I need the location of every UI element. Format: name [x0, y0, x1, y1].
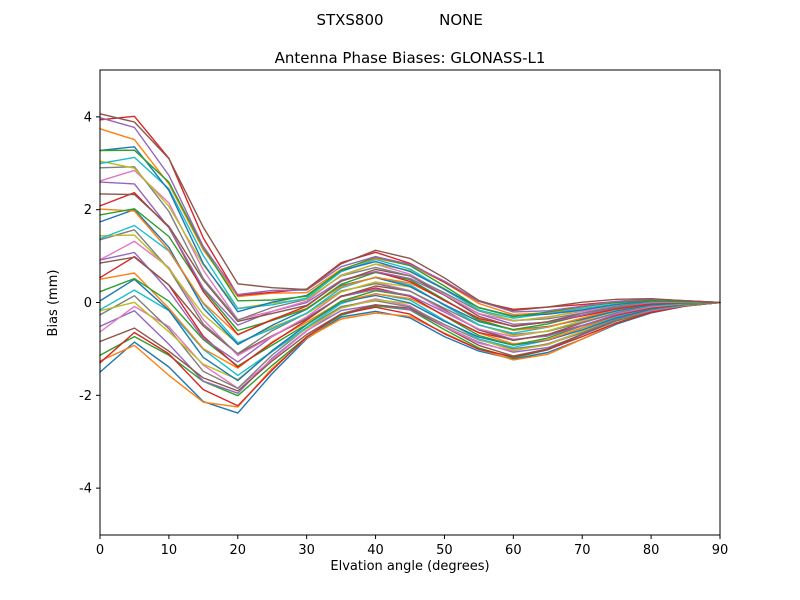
series-line	[99, 278, 721, 382]
x-tick-label: 80	[643, 543, 660, 558]
x-tick-label: 0	[96, 543, 104, 558]
series-line	[99, 191, 721, 336]
chart-title: Antenna Phase Biases: GLONASS-L1	[275, 49, 546, 67]
x-tick-label: 70	[574, 543, 591, 558]
series-line	[99, 166, 721, 322]
series-line	[99, 229, 721, 355]
y-axis-label: Bias (mm)	[46, 270, 61, 337]
series-line	[99, 146, 721, 317]
series-line	[99, 156, 721, 319]
suptitle-right: NONE	[439, 11, 483, 29]
series-lines	[99, 113, 721, 414]
series-line	[99, 255, 721, 368]
y-axis-ticks: -4 -2 0 2 4	[79, 110, 100, 497]
y-tick-label: 2	[84, 203, 92, 218]
x-tick-label: 50	[436, 543, 453, 558]
x-tick-label: 90	[712, 543, 729, 558]
series-line	[99, 208, 721, 346]
x-axis-label: Elvation angle (degrees)	[330, 559, 489, 574]
x-tick-label: 20	[230, 543, 247, 558]
series-line	[99, 113, 721, 312]
suptitle-left: STXS800	[316, 11, 383, 29]
series-line	[99, 301, 721, 407]
x-tick-label: 10	[161, 543, 178, 558]
x-axis-ticks: 0 10 20 30 40 50 60 70 80 90	[96, 535, 728, 558]
series-line	[99, 116, 721, 313]
y-tick-label: 0	[84, 296, 92, 311]
x-tick-label: 30	[298, 543, 315, 558]
y-tick-label: 4	[84, 110, 92, 125]
y-tick-label: -4	[79, 482, 92, 497]
series-line	[99, 295, 721, 390]
x-tick-label: 60	[505, 543, 522, 558]
series-line	[99, 251, 721, 363]
x-tick-label: 40	[367, 543, 384, 558]
y-tick-label: -2	[79, 389, 92, 404]
